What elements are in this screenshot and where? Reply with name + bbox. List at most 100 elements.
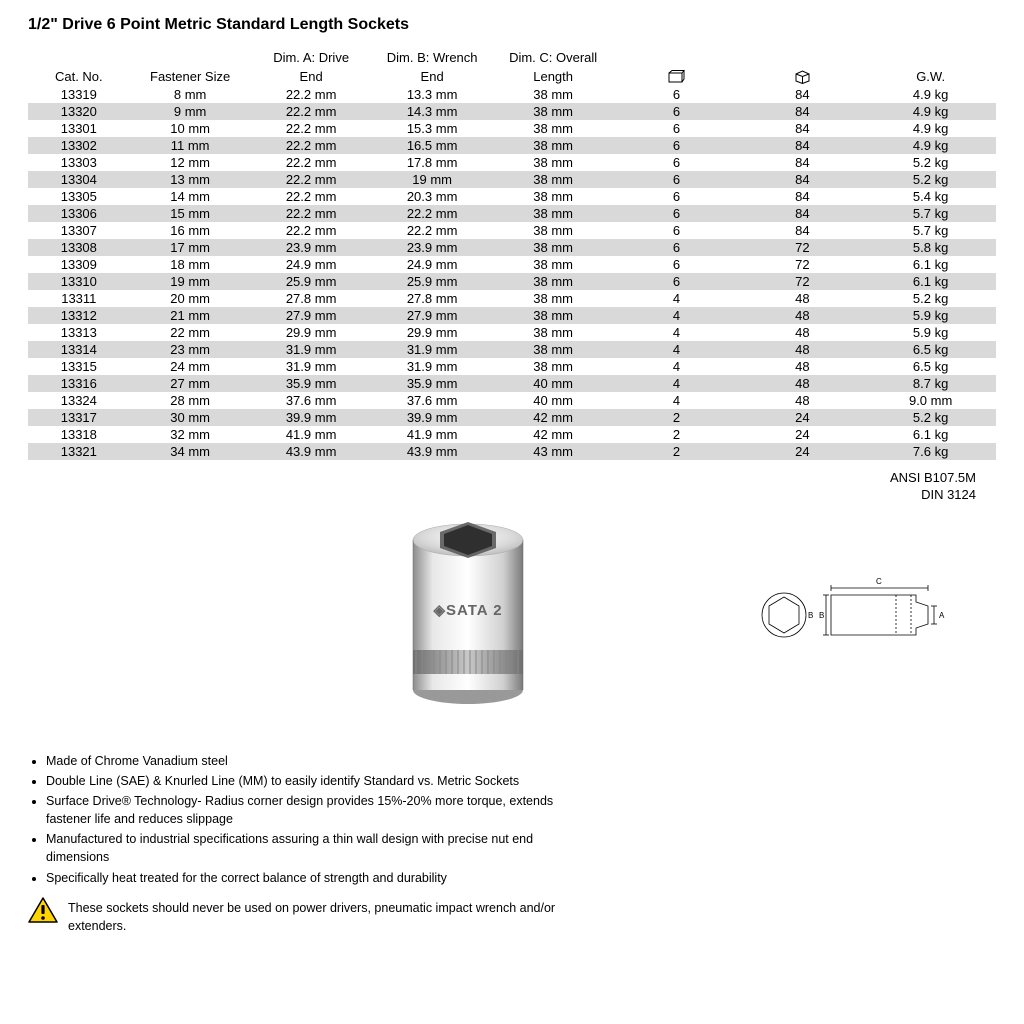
table-cell: 13303: [28, 154, 130, 171]
table-cell: 13302: [28, 137, 130, 154]
col-header-top: [130, 48, 251, 67]
table-row: 1330110 mm22.2 mm15.3 mm38 mm6844.9 kg: [28, 120, 996, 137]
table-cell: 22.2 mm: [251, 205, 372, 222]
table-cell: 6.1 kg: [865, 426, 996, 443]
table-cell: 38 mm: [493, 154, 614, 171]
table-cell: 18 mm: [130, 256, 251, 273]
table-cell: 6.1 kg: [865, 256, 996, 273]
table-cell: 38 mm: [493, 222, 614, 239]
table-cell: 38 mm: [493, 86, 614, 103]
table-cell: 13305: [28, 188, 130, 205]
table-cell: 84: [739, 222, 865, 239]
feature-item: Surface Drive® Technology- Radius corner…: [46, 792, 586, 828]
col-header: Fastener Size: [130, 67, 251, 86]
table-cell: 72: [739, 256, 865, 273]
table-cell: 13314: [28, 341, 130, 358]
warning-text: These sockets should never be used on po…: [68, 897, 568, 935]
table-cell: 13318: [28, 426, 130, 443]
table-row: 1331524 mm31.9 mm31.9 mm38 mm4486.5 kg: [28, 358, 996, 375]
table-cell: 4: [614, 392, 740, 409]
table-cell: 84: [739, 86, 865, 103]
feature-item: Manufactured to industrial specification…: [46, 830, 586, 866]
svg-text:B: B: [819, 611, 824, 620]
table-cell: 6: [614, 188, 740, 205]
table-cell: 27.8 mm: [372, 290, 493, 307]
table-cell: 15 mm: [130, 205, 251, 222]
col-header-top: Dim. B: Wrench: [372, 48, 493, 67]
standard-line: ANSI B107.5M: [28, 470, 976, 487]
table-cell: 6: [614, 205, 740, 222]
table-cell: 38 mm: [493, 137, 614, 154]
table-cell: 13311: [28, 290, 130, 307]
table-cell: 16 mm: [130, 222, 251, 239]
table-cell: 23.9 mm: [251, 239, 372, 256]
table-cell: 13315: [28, 358, 130, 375]
table-cell: 38 mm: [493, 239, 614, 256]
table-cell: 39.9 mm: [372, 409, 493, 426]
table-cell: 13306: [28, 205, 130, 222]
table-cell: 38 mm: [493, 324, 614, 341]
table-cell: 38 mm: [493, 307, 614, 324]
table-cell: 22.2 mm: [251, 171, 372, 188]
feature-item: Specifically heat treated for the correc…: [46, 869, 586, 887]
table-cell: 5.2 kg: [865, 409, 996, 426]
table-cell: 13301: [28, 120, 130, 137]
table-cell: 5.9 kg: [865, 324, 996, 341]
table-cell: 6: [614, 103, 740, 120]
feature-list: Made of Chrome Vanadium steelDouble Line…: [28, 752, 586, 887]
table-cell: 40 mm: [493, 375, 614, 392]
table-cell: 38 mm: [493, 171, 614, 188]
table-cell: 13320: [28, 103, 130, 120]
table-cell: 43 mm: [493, 443, 614, 460]
table-cell: 40 mm: [493, 392, 614, 409]
table-cell: 12 mm: [130, 154, 251, 171]
outer-pack-icon: [743, 69, 861, 84]
table-cell: 41.9 mm: [251, 426, 372, 443]
table-cell: 13304: [28, 171, 130, 188]
table-cell: 29.9 mm: [251, 324, 372, 341]
col-header-top: Dim. C: Overall: [493, 48, 614, 67]
table-row: 1330716 mm22.2 mm22.2 mm38 mm6845.7 kg: [28, 222, 996, 239]
table-cell: 5.2 kg: [865, 290, 996, 307]
table-cell: 6.5 kg: [865, 341, 996, 358]
table-cell: 13308: [28, 239, 130, 256]
table-cell: 5.7 kg: [865, 222, 996, 239]
table-cell: 5.2 kg: [865, 154, 996, 171]
page-title: 1/2" Drive 6 Point Metric Standard Lengt…: [28, 16, 996, 34]
col-header-top: [739, 48, 865, 67]
table-cell: 25.9 mm: [251, 273, 372, 290]
table-cell: 35.9 mm: [372, 375, 493, 392]
table-cell: 25.9 mm: [372, 273, 493, 290]
table-row: 1331120 mm27.8 mm27.8 mm38 mm4485.2 kg: [28, 290, 996, 307]
table-cell: 27.8 mm: [251, 290, 372, 307]
table-cell: 84: [739, 188, 865, 205]
col-header: End: [372, 67, 493, 86]
table-cell: 84: [739, 137, 865, 154]
warning-block: These sockets should never be used on po…: [28, 897, 568, 935]
table-cell: 84: [739, 103, 865, 120]
table-cell: 21 mm: [130, 307, 251, 324]
table-cell: 13.3 mm: [372, 86, 493, 103]
table-cell: 2: [614, 443, 740, 460]
table-cell: 19 mm: [130, 273, 251, 290]
table-cell: 48: [739, 392, 865, 409]
table-cell: 13321: [28, 443, 130, 460]
table-cell: 43.9 mm: [372, 443, 493, 460]
table-cell: 31.9 mm: [251, 341, 372, 358]
table-cell: 10 mm: [130, 120, 251, 137]
table-cell: 84: [739, 154, 865, 171]
table-cell: 13324: [28, 392, 130, 409]
table-cell: 38 mm: [493, 358, 614, 375]
table-cell: 39.9 mm: [251, 409, 372, 426]
table-cell: 43.9 mm: [251, 443, 372, 460]
table-row: 1330817 mm23.9 mm23.9 mm38 mm6725.8 kg: [28, 239, 996, 256]
table-cell: 27 mm: [130, 375, 251, 392]
svg-text:C: C: [876, 577, 882, 586]
col-header-top: [865, 48, 996, 67]
table-cell: 48: [739, 358, 865, 375]
table-cell: 48: [739, 290, 865, 307]
table-cell: 20 mm: [130, 290, 251, 307]
table-cell: 22.2 mm: [251, 222, 372, 239]
table-cell: 22.2 mm: [251, 188, 372, 205]
table-cell: 16.5 mm: [372, 137, 493, 154]
